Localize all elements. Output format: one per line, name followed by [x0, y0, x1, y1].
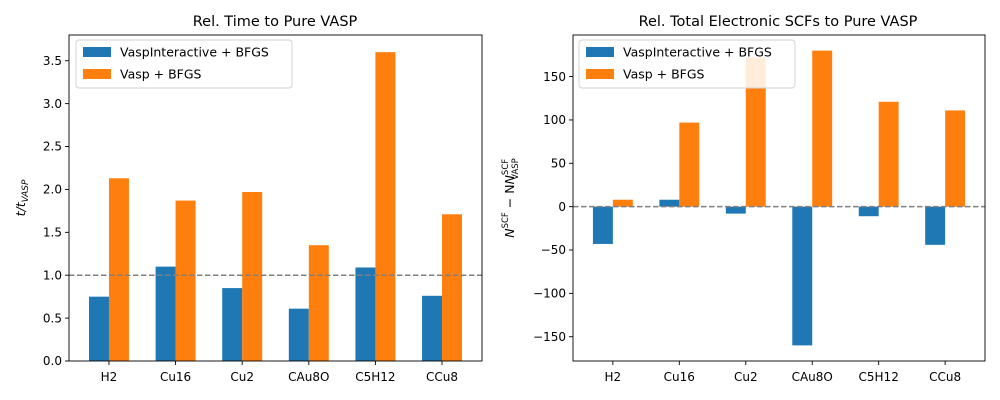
x-tick-label: CAu8O — [288, 370, 329, 384]
bar-vaspinteractive-h2 — [592, 206, 613, 244]
x-tick-label: H2 — [605, 370, 622, 384]
bar-vaspinteractive-cu2 — [222, 288, 243, 361]
y-tick-label: 0 — [558, 200, 566, 214]
bar-vasp-cu16 — [679, 122, 700, 207]
legend-label-vasp: Vasp + BFGS — [120, 67, 202, 82]
x-tick-label: C5H12 — [355, 370, 395, 384]
y-axis-label: t/tVASP — [13, 179, 31, 216]
bar-vasp-cu2 — [745, 57, 766, 207]
bar-vasp-cau8o — [308, 245, 329, 361]
x-tick-label: CCu8 — [426, 370, 458, 384]
y-tick-label: 50 — [551, 157, 566, 171]
legend: VaspInteractive + BFGS Vasp + BFGS — [578, 39, 796, 89]
y-axis-label-text: NSCF − NNSCFVASP — [501, 158, 521, 238]
bar-vaspinteractive-c5h12 — [355, 267, 376, 361]
y-tick-label: 100 — [543, 113, 566, 127]
bar-vasp-cu16 — [175, 200, 196, 361]
y-tick-label: 1.0 — [43, 268, 62, 282]
legend-box — [578, 39, 796, 89]
y-tick-label: −100 — [533, 287, 566, 301]
chart-title: Rel. Time to Pure VASP — [193, 14, 358, 30]
bar-vasp-ccu8 — [945, 110, 966, 207]
bar-vasp-ccu8 — [442, 214, 463, 361]
legend-box — [75, 39, 293, 89]
y-tick-label: 1.5 — [43, 226, 62, 240]
y-tick-label: 3.0 — [43, 97, 62, 111]
x-tick-label: Cu2 — [734, 370, 758, 384]
bar-vasp-cau8o — [812, 50, 833, 207]
x-tick-label: H2 — [101, 370, 118, 384]
x-ticks: H2 Cu16 Cu2 CAu8O C5H12 CCu8 — [101, 361, 458, 384]
bar-vasp-cu2 — [242, 191, 263, 361]
chart-title: Rel. Total Electronic SCFs to Pure VASP — [639, 14, 918, 30]
chart-rel-scf: Rel. Total Electronic SCFs to Pure VASP … — [501, 14, 986, 384]
x-tick-label: C5H12 — [859, 370, 899, 384]
bars — [88, 52, 463, 361]
y-ticks: −150 −100 −50 0 50 100 150 — [533, 70, 573, 344]
y-tick-label: 0.0 — [43, 354, 62, 368]
legend-swatch-vasp — [586, 69, 614, 79]
plot-frame — [68, 34, 483, 362]
x-tick-label: CCu8 — [929, 370, 961, 384]
x-tick-label: CAu8O — [792, 370, 833, 384]
bars — [592, 50, 966, 346]
bar-vaspinteractive-cu16 — [155, 266, 176, 361]
legend-label-vaspinteractive: VaspInteractive + BFGS — [120, 45, 269, 60]
y-tick-label: −150 — [533, 330, 566, 344]
y-ticks: 0.0 0.5 1.0 1.5 2.0 2.5 3.0 3.5 — [43, 54, 69, 368]
x-tick-label: Cu16 — [160, 370, 191, 384]
y-tick-label: −50 — [541, 243, 566, 257]
legend-swatch-vaspinteractive — [83, 47, 111, 57]
x-tick-label: Cu2 — [230, 370, 254, 384]
x-tick-label: Cu16 — [664, 370, 695, 384]
bar-vaspinteractive-cau8o — [792, 206, 813, 346]
y-tick-label: 2.0 — [43, 183, 62, 197]
bar-vaspinteractive-ccu8 — [925, 206, 946, 245]
y-tick-label: 3.5 — [43, 54, 62, 68]
bar-vaspinteractive-cu16 — [659, 199, 680, 207]
legend: VaspInteractive + BFGS Vasp + BFGS — [75, 39, 293, 89]
bar-vaspinteractive-cau8o — [288, 308, 309, 361]
bar-vaspinteractive-cu2 — [725, 206, 746, 214]
y-tick-label: 150 — [543, 70, 566, 84]
bar-vaspinteractive-c5h12 — [858, 206, 879, 217]
legend-swatch-vasp — [83, 69, 111, 79]
legend-label-vaspinteractive: VaspInteractive + BFGS — [623, 45, 772, 60]
chart-rel-time: Rel. Time to Pure VASP t/tVASP 0.0 0.5 1.0… — [13, 14, 483, 384]
x-ticks: H2 Cu16 Cu2 CAu8O C5H12 CCu8 — [605, 361, 961, 384]
plot-frame — [572, 34, 986, 362]
bar-vasp-c5h12 — [375, 52, 396, 361]
bar-vasp-h2 — [612, 199, 633, 207]
legend-label-vasp: Vasp + BFGS — [623, 67, 705, 82]
y-axis-label: NSCF − NNSCFVASP — [501, 158, 521, 238]
y-axis-label-text: t/tVASP — [13, 179, 31, 216]
bar-vaspinteractive-h2 — [88, 296, 109, 361]
bar-vasp-c5h12 — [878, 101, 899, 207]
y-tick-label: 0.5 — [43, 311, 62, 325]
y-tick-label: 2.5 — [43, 140, 62, 154]
legend-swatch-vaspinteractive — [586, 47, 614, 57]
bar-vasp-h2 — [108, 178, 129, 361]
bar-vaspinteractive-ccu8 — [422, 295, 443, 361]
